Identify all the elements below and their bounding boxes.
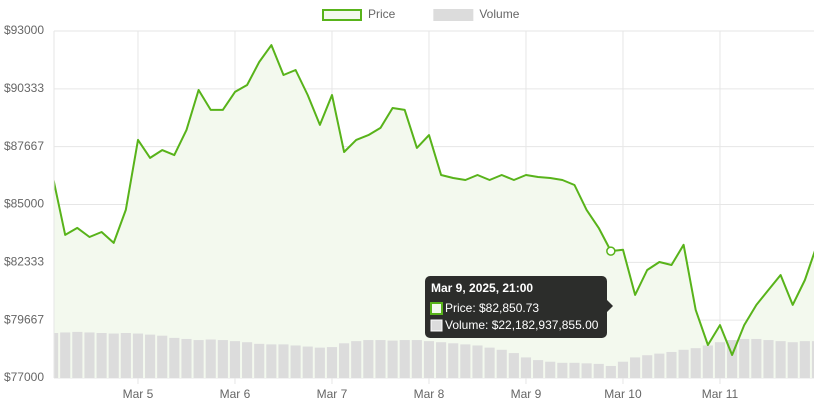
volume-bar bbox=[581, 363, 592, 378]
volume-bar bbox=[339, 343, 350, 378]
volume-bar bbox=[254, 343, 265, 378]
x-tick-label: Mar 11 bbox=[702, 387, 739, 401]
volume-bar bbox=[242, 342, 253, 378]
volume-bar bbox=[690, 348, 701, 378]
volume-bar bbox=[411, 340, 422, 378]
volume-bar bbox=[557, 362, 568, 378]
volume-bar bbox=[448, 343, 459, 378]
volume-bar bbox=[266, 344, 277, 378]
volume-bar bbox=[484, 347, 495, 378]
volume-bar bbox=[54, 332, 59, 378]
tooltip-box bbox=[425, 276, 607, 338]
volume-bar bbox=[132, 333, 144, 378]
volume-bar bbox=[811, 341, 814, 378]
volume-bar bbox=[739, 338, 750, 378]
volume-bar bbox=[84, 332, 95, 378]
volume-bar bbox=[630, 357, 641, 378]
y-tick-label: $77000 bbox=[4, 370, 44, 384]
y-tick-label: $79667 bbox=[4, 312, 44, 326]
volume-bar bbox=[642, 355, 653, 378]
volume-bar bbox=[145, 334, 156, 378]
x-tick-label: Mar 9 bbox=[511, 387, 542, 401]
volume-bar bbox=[387, 340, 398, 378]
volume-bar bbox=[205, 339, 216, 378]
plot-area bbox=[54, 44, 814, 378]
volume-bar bbox=[460, 344, 471, 378]
volume-bar bbox=[96, 332, 107, 378]
volume-bar bbox=[181, 338, 192, 378]
volume-bar bbox=[496, 349, 507, 378]
volume-bar bbox=[436, 342, 447, 378]
hover-point bbox=[606, 246, 616, 256]
price-line bbox=[54, 44, 814, 356]
price-area bbox=[54, 45, 814, 378]
legend-label: Volume bbox=[479, 7, 519, 21]
legend-swatch bbox=[322, 9, 362, 21]
volume-bar bbox=[169, 337, 180, 378]
legend-swatch bbox=[433, 9, 474, 21]
volume-bar bbox=[569, 362, 580, 378]
volume-bar bbox=[399, 340, 410, 378]
volume-bar bbox=[314, 347, 325, 378]
x-tick-label: Mar 8 bbox=[414, 387, 445, 401]
volume-bar bbox=[533, 360, 544, 378]
volume-bar bbox=[714, 342, 726, 378]
x-tick-label: Mar 7 bbox=[317, 387, 348, 401]
y-tick-label: $82333 bbox=[4, 255, 44, 269]
tooltip-caret bbox=[607, 300, 613, 312]
tooltip-line: Price: $82,850.73 bbox=[445, 301, 539, 315]
legend: Price Volume bbox=[322, 7, 520, 21]
axes: $93000 $90333 $87667 $85000 $82333 $79667 $770… bbox=[4, 23, 739, 401]
tooltip-title: Mar 9, 2025, 21:00 bbox=[431, 281, 533, 295]
volume-bar bbox=[775, 341, 786, 378]
volume-bar bbox=[217, 340, 228, 378]
volume-bar bbox=[593, 363, 604, 378]
volume-bar bbox=[423, 341, 435, 378]
y-tick-label: $85000 bbox=[4, 197, 44, 211]
tooltip-swatch bbox=[430, 319, 443, 332]
volume-bar bbox=[363, 340, 374, 378]
volume-bar bbox=[787, 342, 798, 378]
volume-bar bbox=[751, 338, 762, 378]
volume-bar bbox=[702, 345, 713, 378]
volume-bar bbox=[278, 344, 289, 378]
y-tick-label: $87667 bbox=[4, 139, 44, 153]
volume-bar bbox=[617, 361, 629, 378]
tooltip: Mar 9, 2025, 21:00 Price: $82,850.73 Volum… bbox=[425, 276, 613, 338]
volume-bar bbox=[193, 340, 204, 378]
volume-bar bbox=[229, 341, 241, 378]
x-tick-label: Mar 6 bbox=[220, 387, 251, 401]
volume-bar bbox=[508, 353, 519, 378]
x-tick-label: Mar 10 bbox=[604, 387, 642, 401]
volume-bar bbox=[351, 341, 362, 378]
volume-bar bbox=[60, 332, 71, 378]
tooltip-swatch bbox=[430, 302, 443, 315]
legend-label: Price bbox=[368, 7, 396, 21]
volume-bar bbox=[472, 345, 483, 378]
volume-bar bbox=[290, 345, 301, 378]
volume-bar bbox=[654, 353, 665, 378]
volume-bar bbox=[605, 365, 616, 378]
volume-bar bbox=[302, 346, 313, 378]
volume-bar bbox=[72, 331, 83, 378]
volume-bar bbox=[108, 333, 119, 378]
y-tick-label: $93000 bbox=[4, 23, 44, 37]
y-tick-label: $90333 bbox=[4, 81, 44, 95]
volume-bar bbox=[763, 340, 774, 378]
volume-bar bbox=[727, 340, 738, 378]
volume-bar bbox=[520, 357, 532, 378]
volume-bar bbox=[157, 335, 168, 378]
volume-bar bbox=[799, 341, 810, 378]
tooltip-line: Volume: $22,182,937,855.00 bbox=[445, 318, 599, 332]
volume-bar bbox=[375, 340, 386, 378]
volume-bar bbox=[545, 361, 556, 378]
volume-bar bbox=[326, 347, 338, 378]
volume-bar bbox=[666, 351, 677, 378]
volume-bar bbox=[120, 332, 131, 378]
x-tick-label: Mar 5 bbox=[123, 387, 154, 401]
volume-bar bbox=[678, 349, 689, 378]
